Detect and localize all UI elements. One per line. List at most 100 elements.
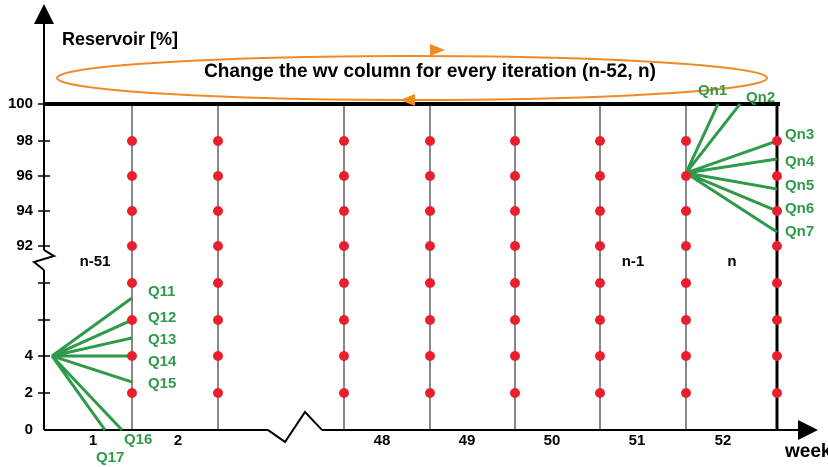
y-tick-label: 4 bbox=[25, 347, 34, 364]
column-label: n-51 bbox=[80, 253, 111, 270]
reservoir-dot bbox=[127, 351, 137, 361]
flow-label: Qn5 bbox=[785, 177, 814, 194]
reservoir-dot bbox=[213, 136, 223, 146]
reservoir-dot bbox=[425, 351, 435, 361]
reservoir-dot bbox=[595, 315, 605, 325]
y-tick-label: 0 bbox=[25, 421, 33, 438]
reservoir-dot bbox=[127, 206, 137, 216]
flow-label: Qn3 bbox=[785, 126, 814, 143]
reservoir-dot bbox=[595, 241, 605, 251]
reservoir-dot bbox=[213, 171, 223, 181]
reservoir-dot bbox=[213, 241, 223, 251]
flow-line bbox=[684, 103, 720, 174]
reservoir-dot bbox=[339, 171, 349, 181]
reservoir-dot bbox=[510, 278, 520, 288]
reservoir-dot bbox=[213, 388, 223, 398]
reservoir-dot bbox=[772, 136, 782, 146]
y-tick-label: 94 bbox=[16, 202, 33, 219]
reservoir-dot bbox=[595, 388, 605, 398]
y-axis-break bbox=[31, 249, 57, 271]
reservoir-dot bbox=[772, 388, 782, 398]
reservoir-dot bbox=[425, 171, 435, 181]
flow-label: Q11 bbox=[148, 283, 176, 300]
reservoir-dot bbox=[595, 206, 605, 216]
reservoir-dot bbox=[681, 278, 691, 288]
reservoir-dot bbox=[425, 388, 435, 398]
reservoir-dot bbox=[425, 278, 435, 288]
flow-label: Q12 bbox=[148, 309, 176, 326]
reservoir-dot bbox=[595, 136, 605, 146]
flow-line bbox=[51, 296, 133, 358]
flow-label: Q13 bbox=[148, 331, 176, 348]
reservoir-dot bbox=[510, 351, 520, 361]
flow-label: Qn4 bbox=[785, 153, 815, 170]
reservoir-dot bbox=[425, 136, 435, 146]
flow-line bbox=[51, 336, 133, 358]
flow-label: Qn6 bbox=[785, 200, 814, 217]
x-tick-label: 48 bbox=[374, 432, 391, 449]
column-label: n bbox=[727, 253, 736, 270]
arrow-right bbox=[430, 44, 445, 56]
reservoir-dot bbox=[595, 171, 605, 181]
x-tick-label: 52 bbox=[715, 432, 732, 449]
reservoir-dot bbox=[213, 278, 223, 288]
x-axis-break bbox=[267, 410, 323, 444]
flow-line bbox=[684, 103, 742, 174]
reservoir-dot bbox=[339, 388, 349, 398]
y-tick-label: 98 bbox=[16, 132, 33, 149]
reservoir-dot bbox=[772, 351, 782, 361]
flow-line bbox=[51, 318, 133, 358]
reservoir-dot bbox=[127, 136, 137, 146]
reservoir-dot bbox=[510, 315, 520, 325]
flow-line bbox=[51, 354, 133, 384]
flow-label: Q15 bbox=[148, 375, 176, 392]
reservoir-dot bbox=[681, 136, 691, 146]
reservoir-dot bbox=[772, 241, 782, 251]
reservoir-dot bbox=[213, 351, 223, 361]
reservoir-dot bbox=[595, 278, 605, 288]
reservoir-dot bbox=[213, 206, 223, 216]
reservoir-dot bbox=[510, 241, 520, 251]
reservoir-dot bbox=[213, 315, 223, 325]
y-tick-label: 2 bbox=[25, 384, 33, 401]
flow-line bbox=[50, 355, 107, 431]
reservoir-dot bbox=[595, 351, 605, 361]
y-tick-label: 92 bbox=[16, 237, 33, 254]
reservoir-dot bbox=[127, 388, 137, 398]
reservoir-dot bbox=[425, 206, 435, 216]
y-tick-label: 100 bbox=[8, 95, 33, 112]
reservoir-dot bbox=[339, 351, 349, 361]
reservoir-dot bbox=[681, 171, 691, 181]
x-axis-label: week bbox=[784, 441, 828, 462]
reservoir-dot bbox=[127, 171, 137, 181]
reservoir-dot bbox=[127, 278, 137, 288]
reservoir-dot bbox=[681, 315, 691, 325]
reservoir-dot bbox=[510, 388, 520, 398]
flow-line bbox=[685, 171, 778, 191]
reservoir-dot bbox=[425, 241, 435, 251]
x-tick-label: 51 bbox=[629, 432, 646, 449]
flow-label: Q17 bbox=[96, 449, 124, 466]
reservoir-dot bbox=[127, 241, 137, 251]
flow-label: Q14 bbox=[148, 353, 177, 370]
y-axis-label: Reservoir [%] bbox=[62, 29, 178, 49]
flow-line bbox=[685, 171, 778, 234]
flow-line bbox=[685, 139, 778, 175]
reservoir-dot bbox=[772, 315, 782, 325]
reservoir-dot bbox=[772, 278, 782, 288]
reservoir-dot bbox=[681, 241, 691, 251]
reservoir-dot bbox=[339, 315, 349, 325]
flow-line bbox=[685, 171, 778, 213]
flow-label: Qn1 bbox=[698, 82, 727, 99]
reservoir-dot bbox=[510, 206, 520, 216]
reservoir-dot bbox=[425, 315, 435, 325]
grid bbox=[131, 104, 778, 430]
reservoir-dot bbox=[681, 206, 691, 216]
x-tick-label: 2 bbox=[174, 432, 182, 449]
flow-line bbox=[685, 157, 778, 175]
reservoir-dot bbox=[681, 388, 691, 398]
reservoir-dot bbox=[772, 171, 782, 181]
reservoir-dot bbox=[681, 351, 691, 361]
x-tick-label: 49 bbox=[459, 432, 476, 449]
